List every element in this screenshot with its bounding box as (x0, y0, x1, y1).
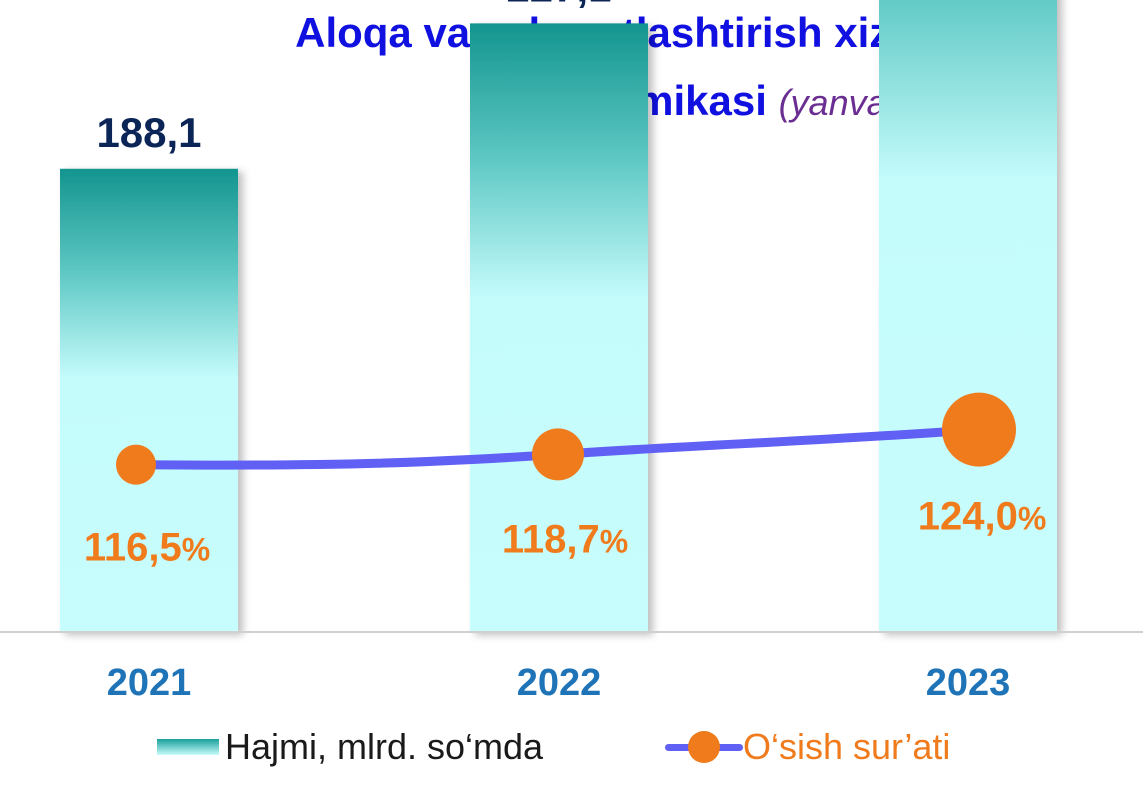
label-group: 188,1116,5%2021227,1118,7%2022285,0124,0… (84, 0, 1046, 704)
growth-point-group (116, 392, 1016, 485)
growth-point-2021 (116, 444, 156, 485)
growth-value-label-2023: 124,0% (918, 495, 1047, 539)
legend-swatch-line (665, 727, 743, 767)
legend-item-volume: Hajmi, mlrd. so‘mda (157, 722, 543, 772)
legend-item-growth: O‘sish sur’ati (665, 722, 950, 772)
growth-value-label-2022: 118,7% (502, 517, 628, 561)
bar-2021 (60, 168, 238, 633)
legend: Hajmi, mlrd. so‘mda O‘sish sur’ati (0, 722, 1143, 772)
x-tick-label-2022: 2022 (517, 662, 602, 704)
x-tick-label-2021: 2021 (107, 662, 192, 704)
growth-point-2023 (942, 392, 1016, 467)
bar-group (60, 0, 1057, 633)
legend-label-growth: O‘sish sur’ati (743, 726, 951, 767)
legend-swatch-bar (157, 739, 219, 755)
legend-label-volume: Hajmi, mlrd. so‘mda (225, 726, 544, 767)
growth-point-2022 (532, 428, 584, 481)
bar-value-label-2021: 188,1 (96, 109, 201, 156)
chart-canvas: 188,1116,5%2021227,1118,7%2022285,0124,0… (0, 0, 1143, 704)
bar-2023 (879, 0, 1057, 632)
growth-value-label-2021: 116,5% (84, 526, 210, 570)
bar-2022 (470, 23, 648, 632)
bar-value-label-2022: 227,1 (506, 0, 611, 10)
x-tick-label-2023: 2023 (926, 662, 1011, 704)
